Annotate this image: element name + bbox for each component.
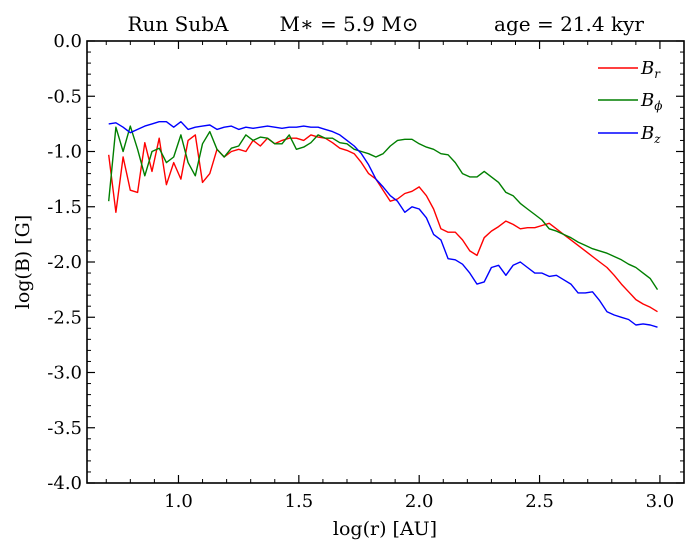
series-line-b-z — [108, 120, 658, 328]
x-tick-label: 1.5 — [285, 491, 314, 512]
legend-label-b-r: Br — [640, 58, 661, 81]
series-line-b-r — [108, 134, 658, 313]
x-tick-label: 2.5 — [525, 491, 554, 512]
y-tick-label: -1.0 — [47, 142, 82, 163]
legend: Br Bϕ Bz — [598, 58, 662, 146]
legend-label-b-phi: Bϕ — [640, 90, 662, 113]
x-axis-label: log(r) [AU] — [333, 518, 437, 540]
x-tick-label: 3.0 — [646, 491, 675, 512]
series-line-b-phi — [108, 125, 659, 290]
y-tick-labels: 0.0 -0.5 -1.0 -1.5 -2.0 -2.5 -3.0 -3.5 -4.0 — [47, 31, 82, 494]
legend-label-b-z: Bz — [640, 123, 661, 146]
axis-ticks — [87, 40, 684, 484]
y-axis-label: log(B) [G] — [12, 215, 34, 310]
x-tick-labels: 1.0 1.5 2.0 2.5 3.0 — [164, 491, 674, 512]
chart-title-run: Run SubA — [127, 12, 229, 36]
y-tick-label: -3.5 — [47, 418, 82, 439]
plot-frame — [86, 40, 685, 484]
x-tick-label: 2.0 — [405, 491, 434, 512]
chart-title-mass: M∗ = 5.9 M⊙ — [280, 12, 419, 36]
y-tick-label: -2.5 — [47, 307, 82, 328]
y-tick-label: -0.5 — [47, 86, 82, 107]
chart-title-age: age = 21.4 kyr — [494, 12, 644, 36]
x-tick-label: 1.0 — [164, 491, 193, 512]
series-lines — [108, 120, 659, 328]
y-tick-label: 0.0 — [53, 31, 82, 52]
y-tick-label: -4.0 — [47, 473, 82, 494]
y-tick-label: -1.5 — [47, 197, 82, 218]
y-tick-label: -2.0 — [47, 252, 82, 273]
y-tick-label: -3.0 — [47, 363, 82, 384]
